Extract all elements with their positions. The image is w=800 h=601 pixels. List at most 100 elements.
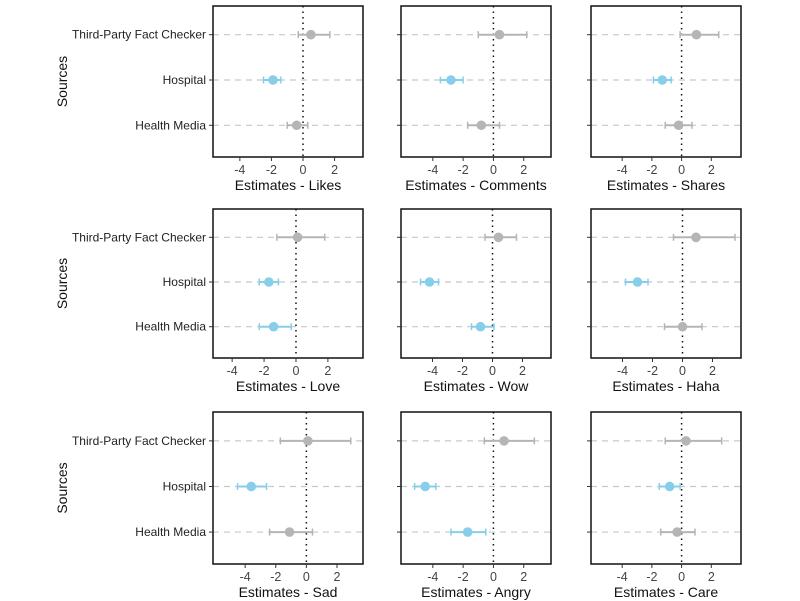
x-tick-label: 2	[519, 364, 526, 378]
estimate-point	[632, 277, 643, 287]
x-tick-label: 0	[489, 364, 496, 378]
x-tick-label: 0	[490, 570, 497, 584]
panel-frame	[590, 5, 742, 158]
category-label: Hospital	[163, 73, 206, 87]
panel-frame	[400, 5, 552, 158]
x-tick-label: -2	[646, 163, 657, 177]
x-tick-label: 2	[520, 163, 527, 177]
x-tick-label: 0	[679, 364, 686, 378]
panel-frame	[590, 411, 742, 565]
x-axis-label: Estimates - Likes	[235, 177, 342, 193]
estimate-point	[494, 29, 505, 40]
x-tick-label: -2	[646, 570, 657, 584]
estimate-point	[420, 481, 431, 492]
x-tick-label: -2	[266, 163, 277, 177]
x-tick-label: -4	[427, 570, 438, 584]
x-axis-label: Estimates - Haha	[612, 378, 720, 394]
estimate-point	[673, 120, 684, 131]
x-tick-label: -4	[617, 163, 628, 177]
x-tick-label: -2	[458, 570, 469, 584]
estimate-point	[306, 29, 316, 40]
panel-1: Third-Party Fact Checker Hospital Health M…	[72, 5, 364, 193]
estimate-point	[677, 321, 688, 332]
estimate-point	[284, 527, 295, 537]
estimate-point	[268, 75, 278, 85]
estimate-point	[475, 321, 486, 332]
x-tick-label: 2	[709, 364, 716, 378]
x-axis-label: Estimates - Comments	[405, 177, 547, 193]
estimate-point	[691, 29, 702, 40]
x-tick-label: 2	[708, 163, 715, 177]
x-tick-label: 0	[678, 570, 685, 584]
estimate-point	[664, 481, 675, 492]
panel-frame	[212, 411, 364, 565]
estimate-point	[499, 436, 509, 446]
x-tick-label: -2	[458, 163, 469, 177]
x-axis-label: Estimates - Shares	[607, 177, 725, 193]
x-tick-label: -4	[427, 364, 438, 378]
category-label: Third-Party Fact Checker	[72, 28, 206, 42]
panel-frame	[400, 411, 552, 565]
x-tick-label: -4	[427, 163, 438, 177]
category-label: Health Media	[135, 118, 206, 132]
x-tick-label: -2	[457, 364, 468, 378]
estimate-point	[303, 436, 313, 446]
y-axis-title: Sources	[54, 462, 70, 513]
y-axis-title: Sources	[54, 56, 70, 107]
x-axis-label: Estimates - Angry	[421, 584, 531, 600]
x-tick-label: 0	[293, 364, 300, 378]
x-axis-label: Estimates - Wow	[424, 378, 530, 394]
x-tick-label: 0	[678, 163, 685, 177]
x-tick-label: 2	[520, 570, 527, 584]
category-label: Hospital	[163, 275, 206, 289]
panel-frame	[212, 5, 364, 158]
category-label: Health Media	[135, 525, 206, 539]
x-tick-label: 2	[324, 364, 331, 378]
category-label: Hospital	[163, 479, 206, 493]
estimate-point	[268, 321, 279, 332]
x-tick-label: 2	[334, 570, 341, 584]
category-label: Third-Party Fact Checker	[72, 434, 206, 448]
category-label: Third-Party Fact Checker	[72, 230, 206, 244]
x-axis-label: Estimates - Love	[236, 378, 340, 394]
panel-frame	[212, 208, 364, 359]
estimate-point	[291, 120, 302, 131]
x-tick-label: -4	[240, 570, 251, 584]
estimate-point	[264, 277, 274, 287]
estimate-point	[691, 232, 701, 243]
estimate-point	[446, 75, 456, 85]
x-tick-label: -2	[259, 364, 270, 378]
estimate-point	[462, 527, 473, 537]
category-label: Health Media	[135, 320, 206, 334]
x-tick-label: 0	[303, 570, 310, 584]
x-tick-label: -4	[617, 570, 628, 584]
estimate-point	[672, 527, 682, 537]
x-tick-label: 0	[300, 163, 307, 177]
estimate-point	[681, 436, 691, 446]
x-tick-label: 2	[331, 163, 338, 177]
x-tick-label: -2	[270, 570, 281, 584]
x-tick-label: -4	[617, 364, 628, 378]
estimate-point	[292, 232, 303, 243]
estimate-point	[657, 75, 668, 85]
x-tick-label: -4	[227, 364, 238, 378]
x-tick-label: -4	[234, 163, 245, 177]
panel-4: Third-Party Fact Checker Hospital Health M…	[72, 208, 364, 394]
panel-7: Third-Party Fact Checker Hospital Health M…	[72, 411, 364, 600]
x-axis-label: Estimates - Care	[614, 584, 718, 600]
estimate-point	[493, 232, 504, 243]
x-tick-label: 2	[708, 570, 715, 584]
y-axis-title: Sources	[54, 258, 70, 309]
estimate-point	[476, 120, 487, 131]
panel-frame	[400, 208, 552, 359]
x-tick-label: 0	[490, 163, 497, 177]
estimate-point	[424, 277, 435, 287]
x-axis-label: Estimates - Sad	[239, 584, 338, 600]
estimate-point	[246, 481, 257, 492]
